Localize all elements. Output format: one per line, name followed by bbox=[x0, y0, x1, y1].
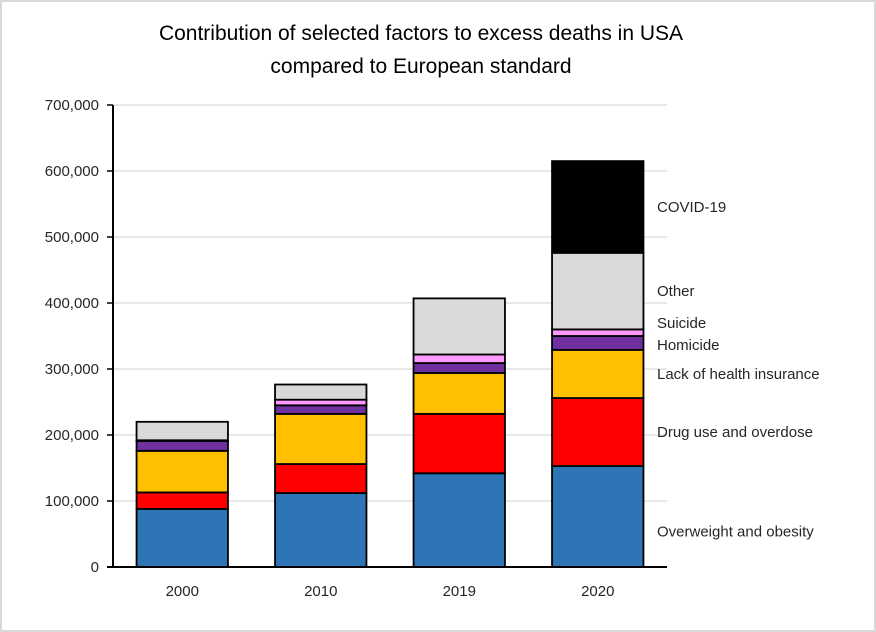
bar-segment-lack-of-health-insurance bbox=[551, 348, 645, 399]
bar-segment-overweight-and-obesity bbox=[274, 492, 368, 568]
y-tick-labels: 0 100,000 200,000 300,000 400,000 500,000 600,… bbox=[45, 97, 113, 576]
bar-segment-lack-of-health-insurance bbox=[412, 372, 506, 415]
y-tick-label: 400,000 bbox=[45, 295, 99, 312]
bar-segment-suicide bbox=[551, 328, 645, 337]
y-tick-label: 100,000 bbox=[45, 493, 99, 510]
axes bbox=[107, 105, 667, 568]
bar-segment-lack-of-health-insurance bbox=[274, 412, 368, 465]
legend: Overweight and obesity Drug use and overd… bbox=[657, 199, 820, 541]
bar-stack-2000 bbox=[135, 420, 229, 568]
bar-stack-2020 bbox=[551, 160, 645, 568]
y-tick-label: 700,000 bbox=[45, 97, 99, 114]
chart-title-line-1: Contribution of selected factors to exce… bbox=[159, 22, 683, 45]
legend-label-homicide: Homicide bbox=[657, 337, 720, 354]
bar-segment-homicide bbox=[551, 335, 645, 351]
bar-stack-2010 bbox=[274, 383, 368, 568]
legend-label-other: Other bbox=[657, 283, 695, 300]
bar-segment-other bbox=[274, 383, 368, 401]
bar-segment-homicide bbox=[412, 362, 506, 374]
chart-title-line-2: compared to European standard bbox=[270, 55, 571, 78]
bar-segment-drug-use-and-overdose bbox=[551, 397, 645, 467]
bar-segment-other bbox=[551, 251, 645, 331]
x-tick-labels: 2000 2010 2019 2020 bbox=[166, 583, 615, 600]
y-tick-label: 200,000 bbox=[45, 427, 99, 444]
bar-segment-other bbox=[135, 420, 229, 442]
bars bbox=[135, 160, 645, 568]
x-tick-label: 2019 bbox=[443, 583, 476, 600]
bar-segment-suicide bbox=[412, 353, 506, 364]
y-tick-label: 500,000 bbox=[45, 229, 99, 246]
x-tick-label: 2000 bbox=[166, 583, 199, 600]
legend-label-drug-use-and-overdose: Drug use and overdose bbox=[657, 424, 813, 441]
x-tick-label: 2010 bbox=[304, 583, 337, 600]
y-tick-label: 600,000 bbox=[45, 163, 99, 180]
bar-segment-overweight-and-obesity bbox=[135, 508, 229, 568]
legend-label-overweight-and-obesity: Overweight and obesity bbox=[657, 524, 814, 541]
bar-segment-drug-use-and-overdose bbox=[412, 412, 506, 475]
y-tick-label: 0 bbox=[91, 559, 99, 576]
legend-label-suicide: Suicide bbox=[657, 315, 706, 332]
bar-segment-overweight-and-obesity bbox=[551, 465, 645, 568]
bar-segment-drug-use-and-overdose bbox=[135, 491, 229, 510]
legend-label-covid-19: COVID-19 bbox=[657, 199, 726, 216]
x-tick-label: 2020 bbox=[581, 583, 614, 600]
bar-stack-2019 bbox=[412, 297, 506, 568]
y-tick-label: 300,000 bbox=[45, 361, 99, 378]
bar-segment-overweight-and-obesity bbox=[412, 472, 506, 568]
bar-segment-covid-19 bbox=[551, 160, 645, 254]
bar-segment-lack-of-health-insurance bbox=[135, 449, 229, 494]
bar-segment-homicide bbox=[274, 404, 368, 415]
legend-label-lack-of-health-insurance: Lack of health insurance bbox=[657, 366, 820, 383]
bar-segment-homicide bbox=[135, 440, 229, 452]
bar-segment-drug-use-and-overdose bbox=[274, 463, 368, 494]
bar-segment-other bbox=[412, 297, 506, 356]
